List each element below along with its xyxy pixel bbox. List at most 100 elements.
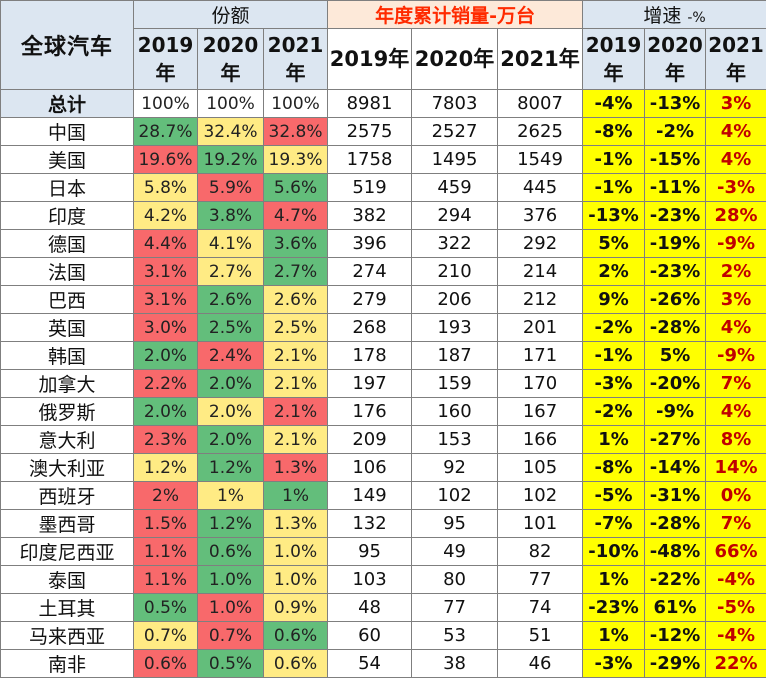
country-name: 印度 <box>0 201 134 230</box>
country-name: 总计 <box>0 89 134 118</box>
sales-cell: 206 <box>411 285 499 314</box>
share-cell: 2.7% <box>262 257 329 286</box>
growth-cell: -13% <box>644 89 707 118</box>
sales-cell: 193 <box>411 313 499 342</box>
country-row: 巴西 3.1% 2.6% 2.6% 279 206 212 9% -26% 3% <box>0 285 766 314</box>
growth-cell: -20% <box>644 369 707 398</box>
growth-cell: 8% <box>705 425 766 454</box>
country-row: 南非 0.6% 0.5% 0.6% 54 38 46 -3% -29% 22% <box>0 649 766 678</box>
sales-cell: 519 <box>327 173 413 202</box>
country-name: 泰国 <box>0 565 134 594</box>
sales-cell: 149 <box>327 481 413 510</box>
sales-cell: 101 <box>497 509 584 538</box>
share-cell: 19.2% <box>197 145 264 174</box>
growth-cell: 14% <box>705 453 766 482</box>
sales-cell: 80 <box>411 565 499 594</box>
share-cell: 3.1% <box>133 257 198 286</box>
growth-cell: -22% <box>644 565 707 594</box>
sales-cell: 105 <box>497 453 584 482</box>
share-year-header-suffix: 年 <box>155 61 176 85</box>
sales-cell: 294 <box>411 201 499 230</box>
growth-cell: 2% <box>705 257 766 286</box>
growth-cell: -13% <box>582 201 646 230</box>
country-name: 法国 <box>0 257 134 286</box>
share-cell: 3.0% <box>133 313 198 342</box>
growth-cell: -7% <box>582 509 646 538</box>
country-name: 日本 <box>0 173 134 202</box>
sales-group-header: 年度累计销量-万台 <box>327 0 584 29</box>
share-cell: 4.1% <box>197 229 264 258</box>
share-year-header-year: 2019 <box>137 33 194 57</box>
growth-cell: 5% <box>644 341 707 370</box>
share-cell: 2% <box>133 481 198 510</box>
sales-cell: 92 <box>411 453 499 482</box>
country-name: 澳大利亚 <box>0 453 134 482</box>
country-name: 俄罗斯 <box>0 397 134 426</box>
share-cell: 1.3% <box>262 453 329 482</box>
share-cell: 4.4% <box>133 229 198 258</box>
sales-cell: 268 <box>327 313 413 342</box>
share-cell: 2.0% <box>197 425 264 454</box>
country-row: 日本 5.8% 5.9% 5.6% 519 459 445 -1% -11% -3% <box>0 173 766 202</box>
growth-cell: -23% <box>644 257 707 286</box>
share-cell: 4.2% <box>133 201 198 230</box>
share-cell: 2.0% <box>197 369 264 398</box>
growth-cell: -2% <box>582 397 646 426</box>
growth-year-header-year: 2021 <box>708 33 764 57</box>
share-cell: 2.1% <box>262 425 329 454</box>
share-cell: 2.7% <box>197 257 264 286</box>
sales-cell: 187 <box>411 341 499 370</box>
sales-cell: 197 <box>327 369 413 398</box>
share-cell: 1.5% <box>133 509 198 538</box>
share-cell: 2.2% <box>133 369 198 398</box>
growth-year-header: 2019 年 <box>582 28 646 90</box>
share-cell: 32.4% <box>197 117 264 146</box>
sales-cell: 176 <box>327 397 413 426</box>
share-cell: 0.7% <box>197 621 264 650</box>
sales-cell: 48 <box>327 593 413 622</box>
sales-cell: 274 <box>327 257 413 286</box>
growth-cell: -2% <box>582 313 646 342</box>
share-cell: 3.1% <box>133 285 198 314</box>
share-cell: 2.1% <box>262 369 329 398</box>
growth-year-header-suffix: 年 <box>603 61 624 85</box>
growth-cell: 66% <box>705 537 766 566</box>
sales-cell: 153 <box>411 425 499 454</box>
growth-year-header-year: 2020 <box>647 33 703 57</box>
sales-cell: 51 <box>497 621 584 650</box>
share-cell: 100% <box>262 89 329 118</box>
share-cell: 0.6% <box>262 649 329 678</box>
sales-cell: 8007 <box>497 89 584 118</box>
sales-cell: 160 <box>411 397 499 426</box>
share-cell: 19.3% <box>262 145 329 174</box>
country-row: 印度 4.2% 3.8% 4.7% 382 294 376 -13% -23% 28% <box>0 201 766 230</box>
sales-year-header: 2019年 <box>327 28 413 90</box>
growth-cell: -11% <box>644 173 707 202</box>
country-name: 墨西哥 <box>0 509 134 538</box>
sales-cell: 49 <box>411 537 499 566</box>
country-name: 中国 <box>0 117 134 146</box>
growth-cell: -9% <box>705 229 766 258</box>
sales-cell: 178 <box>327 341 413 370</box>
share-cell: 5.9% <box>197 173 264 202</box>
header-row-groups: 全球汽车 份额 年度累计销量-万台 增速 -% <box>0 0 766 90</box>
sales-cell: 159 <box>411 369 499 398</box>
country-row: 德国 4.4% 4.1% 3.6% 396 322 292 5% -19% -9% <box>0 229 766 258</box>
share-cell: 4.7% <box>262 201 329 230</box>
share-cell: 0.5% <box>133 593 198 622</box>
country-row: 加拿大 2.2% 2.0% 2.1% 197 159 170 -3% -20% 7% <box>0 369 766 398</box>
growth-year-header-suffix: 年 <box>665 61 686 85</box>
sales-year-header-year: 2019年 <box>329 47 410 71</box>
growth-cell: 7% <box>705 509 766 538</box>
sales-cell: 46 <box>497 649 584 678</box>
sales-cell: 322 <box>411 229 499 258</box>
share-cell: 2.5% <box>197 313 264 342</box>
growth-cell: 5% <box>582 229 646 258</box>
country-row: 美国 19.6% 19.2% 19.3% 1758 1495 1549 -1% -15% 4% <box>0 145 766 174</box>
country-row: 土耳其 0.5% 1.0% 0.9% 48 77 74 -23% 61% -5% <box>0 593 766 622</box>
country-row: 法国 3.1% 2.7% 2.7% 274 210 214 2% -23% 2% <box>0 257 766 286</box>
growth-cell: 4% <box>705 397 766 426</box>
share-cell: 1.3% <box>262 509 329 538</box>
growth-cell: 7% <box>705 369 766 398</box>
